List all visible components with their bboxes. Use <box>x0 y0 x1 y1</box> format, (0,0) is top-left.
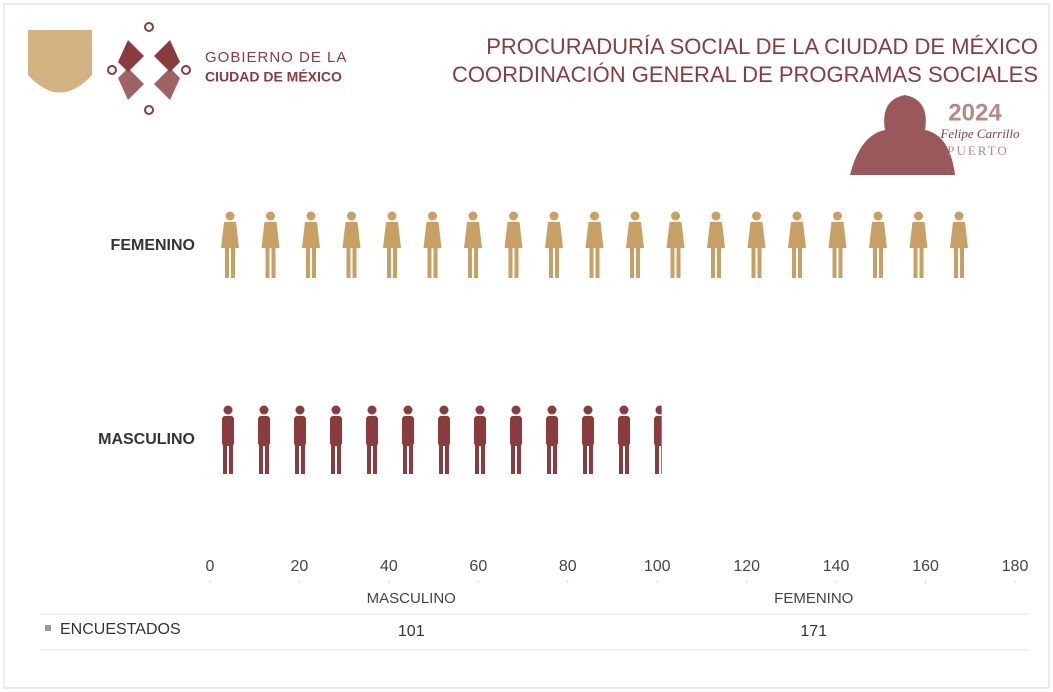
gov-text: GOBIERNO DE LA <box>205 49 347 66</box>
y-tick-label: FEMENINO <box>111 237 195 254</box>
x-tick-label: 20 <box>291 558 309 575</box>
x-tick-label: 100 <box>644 558 671 575</box>
frame <box>3 3 1050 689</box>
x-tick-label: 180 <box>1002 558 1029 575</box>
bar <box>210 210 975 282</box>
x-tick-label: 120 <box>733 558 760 575</box>
badge-name: PUERTO <box>947 143 1009 158</box>
table-value: 101 <box>398 623 425 640</box>
badge <box>850 95 955 175</box>
table-header: MASCULINO <box>367 590 456 607</box>
gov-text: CIUDAD DE MÉXICO <box>205 69 342 85</box>
badge-year: 2024 <box>948 99 1002 126</box>
table-value: 171 <box>800 623 827 640</box>
badge-name: Felipe Carrillo <box>939 126 1020 141</box>
title: COORDINACIÓN GENERAL DE PROGRAMAS SOCIAL… <box>452 62 1038 87</box>
table-header: FEMENINO <box>774 590 853 607</box>
bar <box>210 404 662 476</box>
logo <box>28 22 191 115</box>
y-tick-label: MASCULINO <box>98 431 195 448</box>
table-series-name: ENCUESTADOS <box>60 621 181 638</box>
x-tick-label: 40 <box>380 558 398 575</box>
x-tick-label: 140 <box>823 558 850 575</box>
x-tick-label: 80 <box>559 558 577 575</box>
legend-key <box>45 625 51 631</box>
x-tick-label: 0 <box>206 558 215 575</box>
x-tick-label: 60 <box>469 558 487 575</box>
title: PROCURADURÍA SOCIAL DE LA CIUDAD DE MÉXI… <box>486 34 1038 59</box>
x-tick-label: 160 <box>912 558 939 575</box>
